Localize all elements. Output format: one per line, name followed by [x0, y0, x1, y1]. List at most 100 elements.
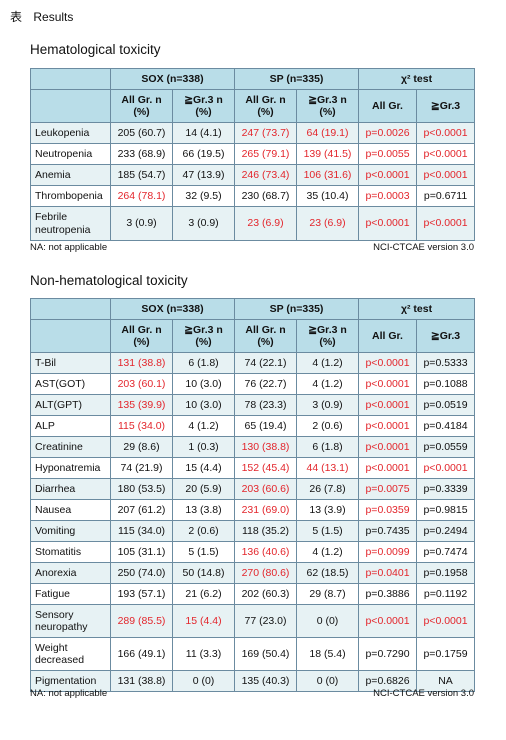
- table-cell: p<0.0001: [416, 457, 476, 479]
- hematological-title: Hematological toxicity: [30, 42, 161, 57]
- table-cell: p=0.1192: [416, 583, 476, 605]
- row-label: Sensory neuropathy: [30, 604, 111, 638]
- table-row: Stomatitis 105 (31.1) 5 (1.5) 136 (40.6) 4 (…: [30, 541, 476, 563]
- row-label: Neutropenia: [30, 143, 111, 165]
- sub-sox-all: All Gr. n (%): [110, 319, 173, 353]
- table-cell: p=0.4184: [416, 415, 476, 437]
- sub-sox-all: All Gr. n (%): [110, 89, 173, 123]
- table-cell: 3 (0.9): [172, 206, 235, 241]
- header-title: Results: [33, 10, 74, 24]
- table-cell: p=0.0401: [358, 562, 418, 584]
- table-cell: 139 (41.5): [295, 143, 360, 165]
- table-cell: 246 (73.4): [234, 164, 297, 186]
- table-cell: 203 (60.6): [234, 478, 297, 500]
- table-cell: 4 (1.2): [172, 415, 235, 437]
- table-cell: 270 (80.6): [234, 562, 297, 584]
- corner-cell-2: [30, 319, 111, 353]
- table-cell: 106 (31.6): [295, 164, 360, 186]
- table-cell: 203 (60.1): [110, 373, 173, 395]
- table-cell: 21 (6.2): [172, 583, 235, 605]
- table-cell: 193 (57.1): [110, 583, 173, 605]
- table-cell: p=0.0075: [358, 478, 418, 500]
- table-cell: 4 (1.2): [295, 352, 360, 374]
- table-row: Fatigue 193 (57.1) 21 (6.2) 202 (60.3) 29 (8…: [30, 583, 476, 605]
- table-cell: 44 (13.1): [295, 457, 360, 479]
- table-cell: 0 (0): [295, 670, 360, 692]
- table-cell: p=0.1958: [416, 562, 476, 584]
- table-cell: 105 (31.1): [110, 541, 173, 563]
- table-cell: 5 (1.5): [295, 520, 360, 542]
- table-cell: 250 (74.0): [110, 562, 173, 584]
- table-cell: 180 (53.5): [110, 478, 173, 500]
- sub-sp-all: All Gr. n (%): [234, 319, 297, 353]
- table-cell: p=0.7290: [358, 637, 418, 671]
- row-label: ALP: [30, 415, 111, 437]
- table-cell: 78 (23.3): [234, 394, 297, 416]
- table-cell: p<0.0001: [358, 394, 418, 416]
- table-cell: 5 (1.5): [172, 541, 235, 563]
- table-row: Diarrhea 180 (53.5) 20 (5.9) 203 (60.6) 26 (…: [30, 478, 476, 500]
- table-cell: 115 (34.0): [110, 520, 173, 542]
- row-label: Hyponatremia: [30, 457, 111, 479]
- table-cell: 135 (39.9): [110, 394, 173, 416]
- table-cell: p=0.6826: [358, 670, 418, 692]
- row-label: Thrombopenia: [30, 185, 111, 207]
- table-cell: 10 (3.0): [172, 394, 235, 416]
- table-cell: NA: [416, 670, 476, 692]
- table-cell: 15 (4.4): [172, 457, 235, 479]
- row-label: AST(GOT): [30, 373, 111, 395]
- table-cell: 207 (61.2): [110, 499, 173, 521]
- corner-cell-2: [30, 89, 111, 123]
- group-sp: SP (n=335): [233, 298, 360, 320]
- table-cell: 26 (7.8): [295, 478, 360, 500]
- table-cell: p<0.0001: [358, 436, 418, 458]
- row-label: Leukopenia: [30, 122, 111, 144]
- table-cell: p<0.0001: [358, 206, 418, 241]
- table-cell: 0 (0): [172, 670, 235, 692]
- table-cell: p<0.0001: [416, 206, 476, 241]
- table-cell: p=0.5333: [416, 352, 476, 374]
- table-row: Thrombopenia 264 (78.1) 32 (9.5) 230 (68.7)…: [30, 185, 476, 207]
- table-cell: p<0.0001: [416, 604, 476, 638]
- row-label: Pigmentation: [30, 670, 111, 692]
- table-cell: p<0.0001: [358, 352, 418, 374]
- sub-sox-g3: ≧Gr.3 n (%): [172, 89, 235, 123]
- header: 表 Results: [10, 8, 73, 25]
- header-kanji: 表: [10, 10, 23, 24]
- table-cell: 77 (23.0): [234, 604, 297, 638]
- sub-chi-all: All Gr.: [358, 89, 418, 123]
- table-cell: 264 (78.1): [110, 185, 173, 207]
- table-cell: p=0.1759: [416, 637, 476, 671]
- table-cell: 6 (1.8): [172, 352, 235, 374]
- table-cell: 169 (50.4): [234, 637, 297, 671]
- table-cell: p=0.0026: [358, 122, 418, 144]
- table-cell: 2 (0.6): [172, 520, 235, 542]
- table-cell: 20 (5.9): [172, 478, 235, 500]
- sub-sp-g3: ≧Gr.3 n (%): [295, 319, 360, 353]
- table-row: Leukopenia 205 (60.7) 14 (4.1) 247 (73.7) 64…: [30, 122, 476, 144]
- table-cell: 4 (1.2): [295, 373, 360, 395]
- table-cell: 131 (38.8): [110, 670, 173, 692]
- table-cell: p=0.7435: [358, 520, 418, 542]
- table-row: Anorexia 250 (74.0) 50 (14.8) 270 (80.6) 62 …: [30, 562, 476, 584]
- table-cell: 76 (22.7): [234, 373, 297, 395]
- table-cell: 166 (49.1): [110, 637, 173, 671]
- table-row: Vomiting 115 (34.0) 2 (0.6) 118 (35.2) 5 (1.…: [30, 520, 476, 542]
- nonhematological-table: SOX (n=338) SP (n=335) χ² test All Gr. n…: [30, 298, 476, 692]
- table-cell: 35 (10.4): [295, 185, 360, 207]
- table-cell: p<0.0001: [416, 143, 476, 165]
- table-cell: 14 (4.1): [172, 122, 235, 144]
- table-row: Creatinine 29 (8.6) 1 (0.3) 130 (38.8) 6 (1.…: [30, 436, 476, 458]
- table-cell: 74 (22.1): [234, 352, 297, 374]
- nonhema-note-right: NCI-CTCAE version 3.0: [373, 688, 474, 699]
- nonhema-note-left: NA: not applicable: [30, 688, 108, 699]
- table-cell: p=0.0559: [416, 436, 476, 458]
- table-cell: 62 (18.5): [295, 562, 360, 584]
- table-cell: p<0.0001: [358, 373, 418, 395]
- table-row: Hyponatremia 74 (21.9) 15 (4.4) 152 (45.4) 4…: [30, 457, 476, 479]
- table-cell: p=0.9815: [416, 499, 476, 521]
- group-sox: SOX (n=338): [110, 68, 235, 90]
- table-cell: 152 (45.4): [234, 457, 297, 479]
- table-row: ALT(GPT) 135 (39.9) 10 (3.0) 78 (23.3) 3 (0.…: [30, 394, 476, 416]
- table-cell: 130 (38.8): [234, 436, 297, 458]
